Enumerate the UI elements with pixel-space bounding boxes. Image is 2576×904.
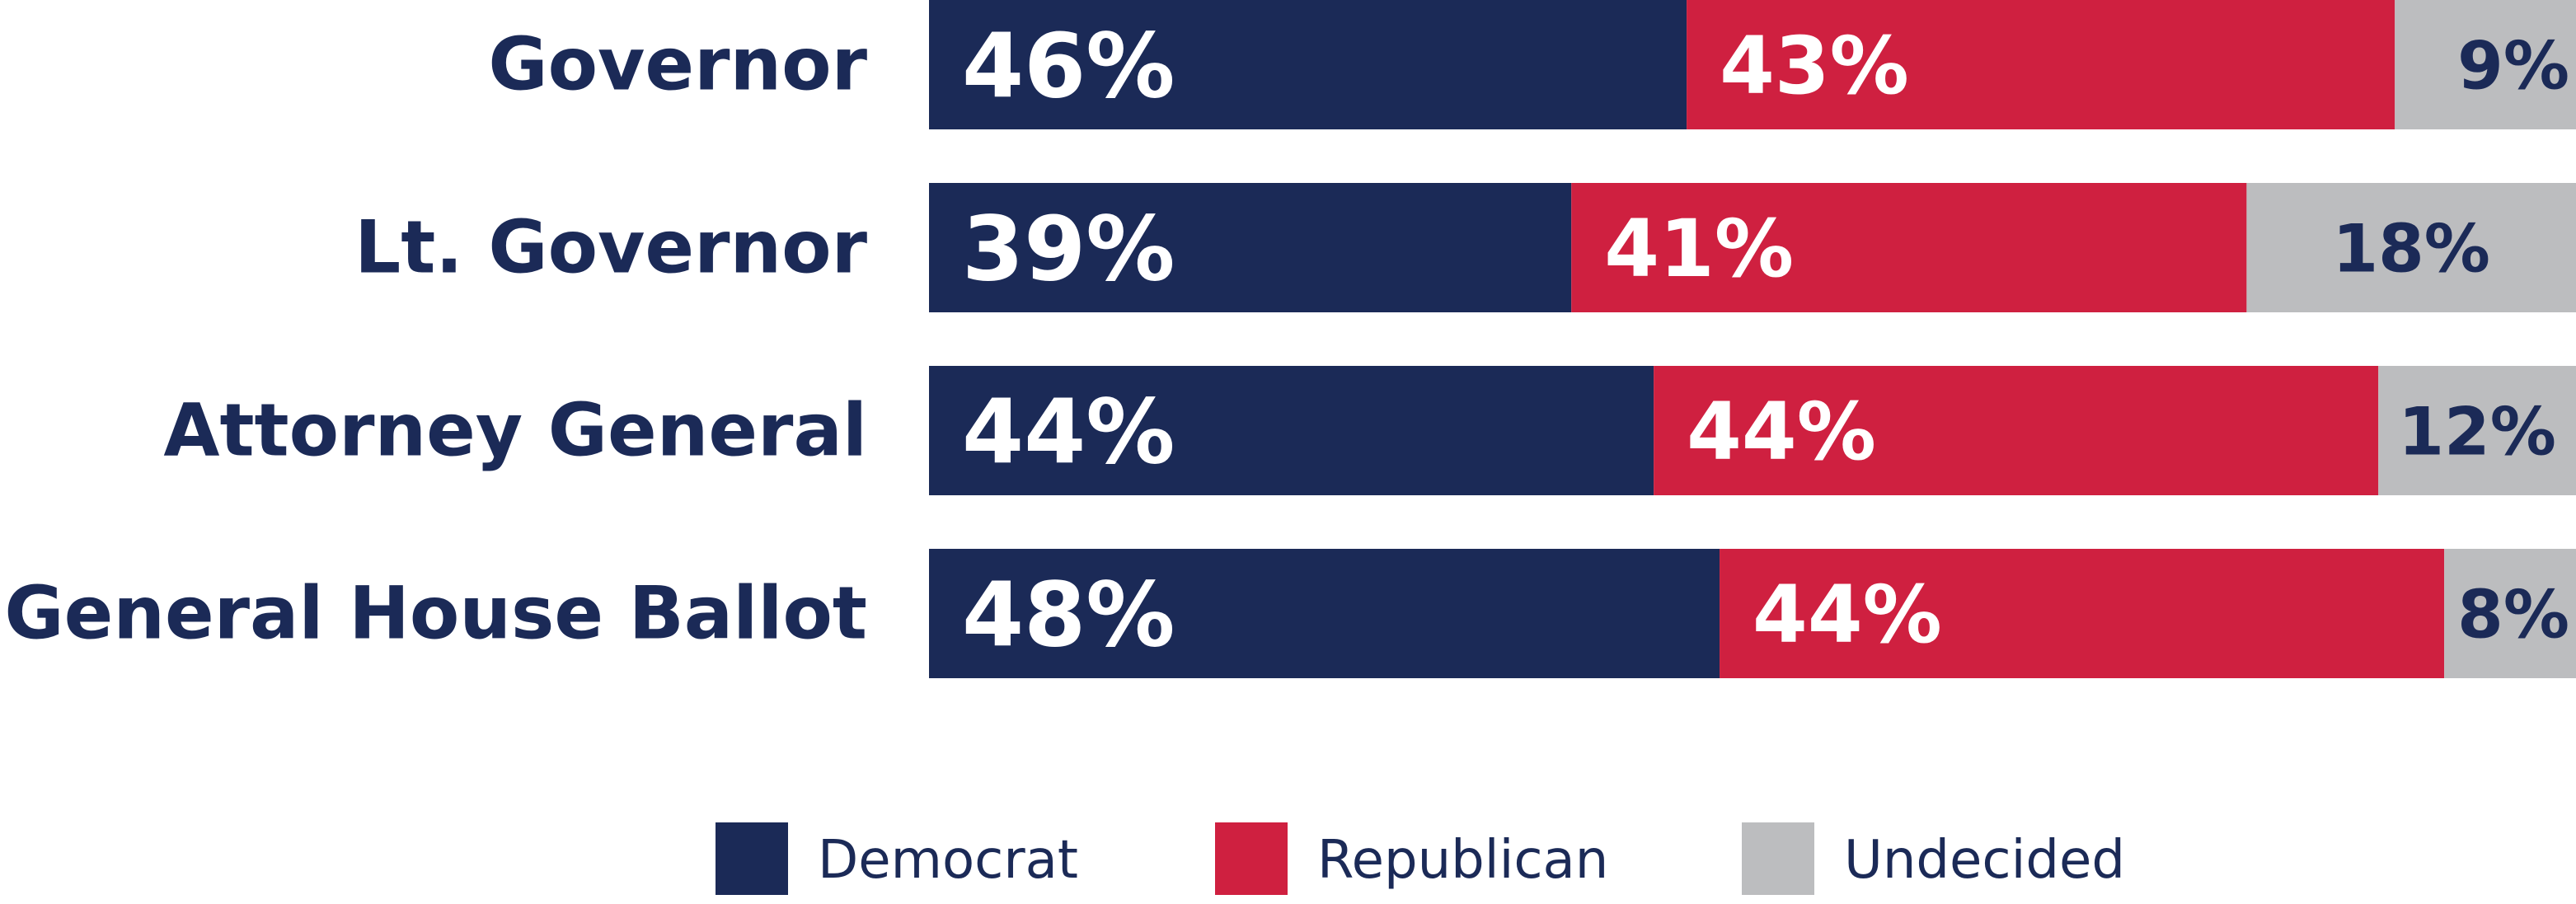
category-label: Governor — [488, 22, 867, 107]
data-label-undecided: 9% — [2457, 27, 2569, 104]
data-label-democrat: 44% — [962, 381, 1175, 484]
data-label-undecided: 12% — [2398, 393, 2555, 470]
legend-swatch-undecided — [1742, 822, 1814, 895]
bar-segment-republican — [1687, 0, 2395, 129]
category-labels: Governor Lt. Governor Attorney General Gene… — [4, 22, 867, 656]
legend-label-democrat: Democrat — [818, 830, 1078, 891]
bar-segment-undecided — [2378, 366, 2576, 495]
data-label-republican: 41% — [1604, 203, 1794, 295]
bar-segment-republican — [1654, 366, 2379, 495]
bar-segment-republican — [1571, 183, 2247, 312]
bar-segment-republican — [1720, 549, 2445, 678]
bar-segment-democrat — [929, 366, 1654, 495]
data-label-democrat: 48% — [962, 564, 1175, 667]
data-label-republican: 44% — [1753, 569, 1942, 661]
legend: Democrat Republican Undecided — [716, 822, 2125, 895]
bars — [929, 0, 2576, 678]
legend-swatch-republican — [1215, 822, 1288, 895]
data-labels: 46% 43% 9% 39% 41% 18% 44% 44% 12% 48% 44% 8% — [962, 15, 2569, 667]
category-label: Attorney General — [163, 388, 867, 473]
data-label-undecided: 8% — [2457, 576, 2569, 653]
data-label-democrat: 39% — [962, 198, 1175, 301]
bar-segment-undecided — [2246, 183, 2576, 312]
bar-segment-democrat — [929, 549, 1720, 678]
legend-label-republican: Republican — [1317, 830, 1608, 891]
category-label: Lt. Governor — [354, 205, 867, 290]
data-label-undecided: 18% — [2332, 210, 2489, 287]
bar-segment-undecided — [2444, 549, 2576, 678]
legend-swatch-democrat — [716, 822, 788, 895]
bar-segment-democrat — [929, 183, 1572, 312]
legend-label-undecided: Undecided — [1844, 830, 2125, 891]
bar-segment-democrat — [929, 0, 1687, 129]
data-label-republican: 44% — [1687, 386, 1876, 478]
bar-segment-undecided — [2395, 0, 2576, 129]
data-label-democrat: 46% — [962, 15, 1175, 118]
data-label-republican: 43% — [1720, 20, 1909, 112]
category-label: General House Ballot — [4, 571, 867, 656]
